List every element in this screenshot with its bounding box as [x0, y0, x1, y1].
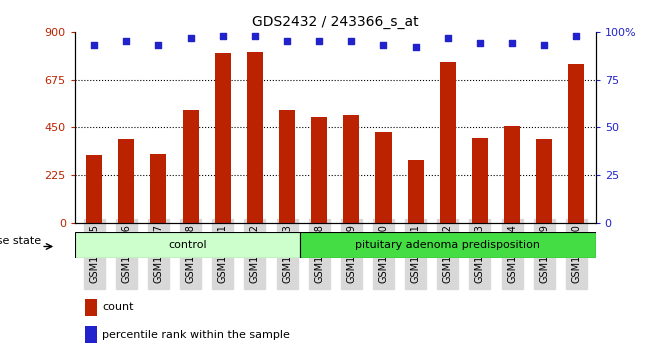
Point — [475, 40, 485, 46]
Point — [153, 42, 163, 48]
Bar — [504, 126, 520, 223]
Point — [282, 39, 292, 44]
Bar — [300, 232, 596, 258]
Point — [314, 39, 324, 44]
Bar — [408, 160, 424, 223]
Bar — [439, 62, 456, 223]
Bar — [472, 138, 488, 223]
Point — [121, 39, 132, 44]
Bar — [568, 64, 585, 223]
Bar — [376, 132, 391, 223]
Bar — [118, 139, 134, 223]
Text: percentile rank within the sample: percentile rank within the sample — [102, 330, 290, 340]
Bar — [215, 53, 231, 223]
Point — [217, 33, 228, 39]
Text: pituitary adenoma predisposition: pituitary adenoma predisposition — [355, 240, 540, 250]
Point — [410, 44, 421, 50]
Bar — [247, 52, 263, 223]
Bar — [86, 155, 102, 223]
Text: disease state: disease state — [0, 236, 41, 246]
Text: count: count — [102, 302, 133, 312]
Bar — [75, 232, 300, 258]
Point — [571, 33, 581, 39]
Bar — [311, 117, 327, 223]
Bar — [343, 115, 359, 223]
Point — [186, 35, 196, 40]
Point — [89, 42, 100, 48]
Bar — [150, 154, 167, 223]
Bar — [279, 110, 295, 223]
Point — [378, 42, 389, 48]
Bar — [536, 139, 552, 223]
Bar — [85, 326, 97, 343]
Point — [250, 33, 260, 39]
Title: GDS2432 / 243366_s_at: GDS2432 / 243366_s_at — [252, 16, 419, 29]
Text: control: control — [168, 240, 207, 250]
Point — [507, 40, 518, 46]
Bar — [182, 110, 199, 223]
Bar — [85, 299, 97, 315]
Point — [443, 35, 453, 40]
Point — [346, 39, 357, 44]
Point — [539, 42, 549, 48]
